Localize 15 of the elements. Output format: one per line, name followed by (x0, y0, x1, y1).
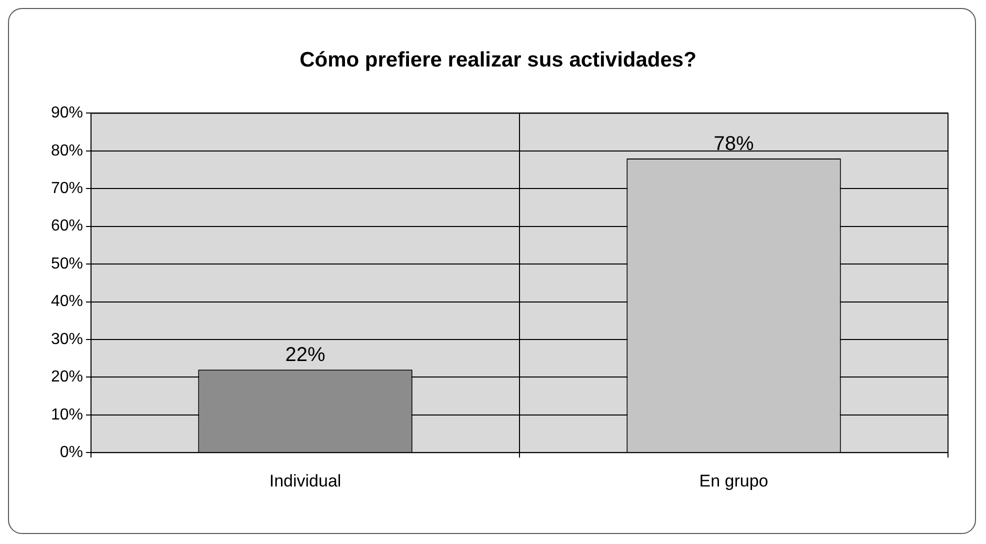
y-tick-label: 90% (50, 104, 84, 122)
y-tick-label: 10% (50, 406, 84, 424)
data-label: 22% (285, 344, 326, 366)
y-tick-label: 50% (50, 255, 84, 272)
x-tick-label: Individual (269, 471, 342, 490)
y-tick-label: 60% (50, 218, 84, 235)
y-tick-label: 0% (60, 444, 84, 462)
x-tick-label: En grupo (699, 471, 768, 490)
y-tick-label: 70% (50, 180, 84, 198)
y-tick-label: 40% (50, 293, 84, 310)
y-tick-label: 20% (50, 368, 84, 386)
y-tick-label: 80% (50, 142, 84, 160)
data-label: 78% (714, 132, 754, 155)
chart-title: Cómo prefiere realizar sus actividades? (300, 48, 696, 72)
y-tick-label: 30% (50, 330, 84, 348)
